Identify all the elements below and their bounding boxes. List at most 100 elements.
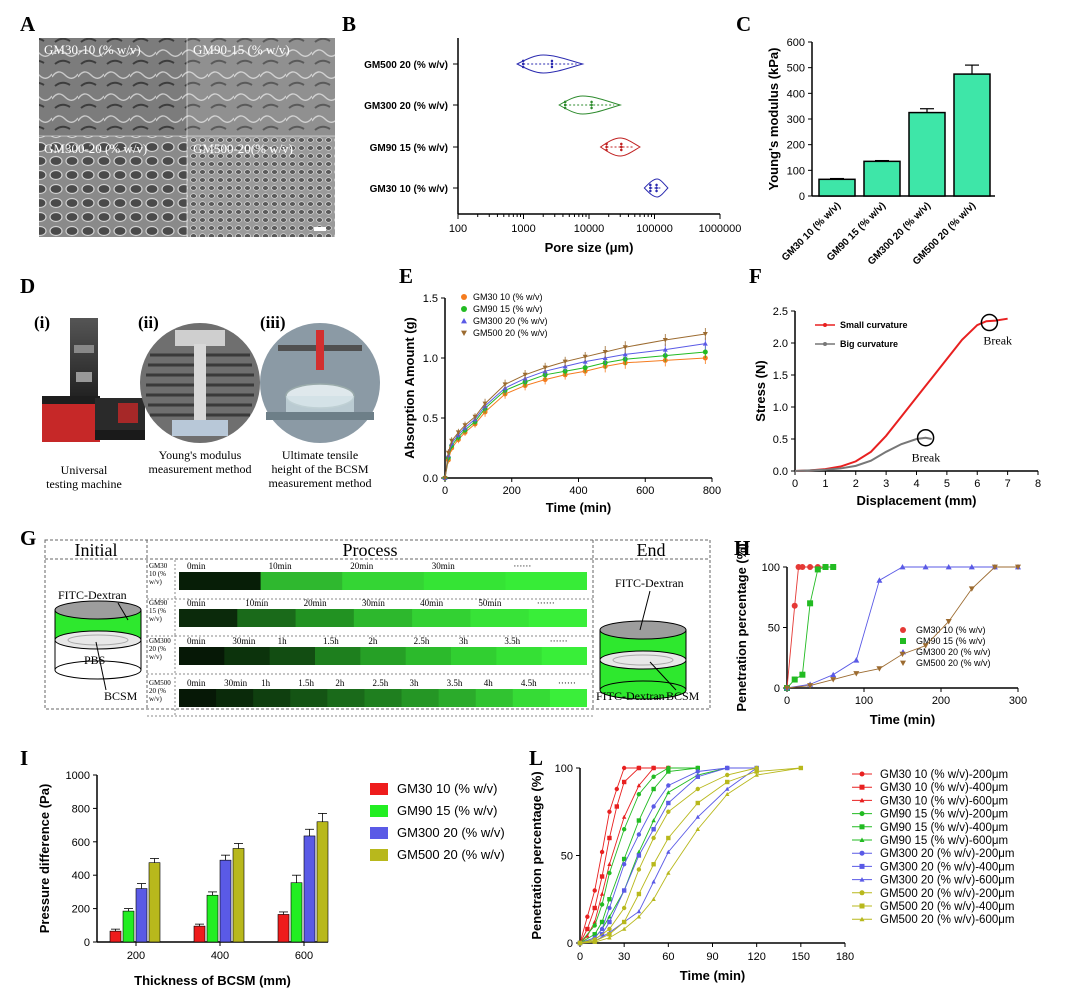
violin-point <box>620 148 623 152</box>
x-axis-title: Time (min) <box>680 968 746 983</box>
violin-point <box>563 106 567 110</box>
x-tick-label: 200 <box>932 695 950 707</box>
y-tick-label: 100 <box>762 562 780 574</box>
panel-a-sem-images: GM30-10 (% w/v) GM90-15 (% w/v) GM300-20… <box>39 38 335 237</box>
y-tick-label: 0 <box>567 938 573 950</box>
data-point <box>562 359 568 365</box>
x-tick-label: 120 <box>747 951 765 963</box>
time-label: 0min <box>187 598 206 608</box>
color-swatch <box>342 572 425 590</box>
violin-point <box>590 106 593 110</box>
time-label: 3.5h <box>447 678 463 688</box>
end-label-fitc-top: FITC-Dextran <box>615 576 684 590</box>
data-point <box>636 909 642 914</box>
data-point <box>807 600 814 607</box>
x-tick-label: 60 <box>662 951 674 963</box>
caption-1-line-2: testing machine <box>46 477 122 491</box>
data-point <box>542 365 548 371</box>
data-point <box>607 897 612 902</box>
row-label: 20 (% <box>149 645 166 653</box>
data-point <box>482 401 488 407</box>
sem-label-gm30: GM30-10 (% w/v) <box>44 42 141 57</box>
series-line <box>444 357 706 479</box>
color-swatch <box>541 647 587 665</box>
legend-label: GM90 15 (% w/v)-200μm <box>880 809 1008 821</box>
legend-label: GM500 20 (% w/v)-200μm <box>880 888 1014 900</box>
legend-marker <box>859 890 865 896</box>
legend-marker <box>900 627 906 633</box>
data-point <box>968 586 975 592</box>
legend-marker <box>859 877 865 882</box>
legend-label: GM90 15 (% w/v) <box>397 803 497 818</box>
row-label: w/v) <box>149 653 163 661</box>
x-tick-label: 100 <box>855 695 873 707</box>
color-swatch <box>423 572 506 590</box>
x-tick-label: 0 <box>784 695 790 707</box>
data-point <box>607 914 612 919</box>
legend-marker <box>900 660 906 666</box>
time-label: 30min <box>362 598 386 608</box>
row-label: 15 (% <box>149 607 166 615</box>
legend-swatch <box>370 849 388 861</box>
data-point <box>522 372 528 378</box>
data-point <box>636 867 642 872</box>
legend-marker <box>859 863 865 869</box>
time-label: ······ <box>537 598 555 608</box>
x-axis-title: Displacement (mm) <box>857 493 977 508</box>
legend-marker <box>859 784 865 790</box>
violin-point <box>521 62 525 66</box>
sem-image-gm30 <box>39 38 187 136</box>
color-swatch <box>179 609 238 627</box>
initial-label-bcsm: BCSM <box>104 689 138 703</box>
color-swatch <box>269 647 316 665</box>
y-tick-label: 50 <box>768 623 780 635</box>
break-label-1: Break <box>983 334 1012 348</box>
violin-point <box>649 183 652 187</box>
data-point <box>666 835 671 841</box>
method-roman-1: (i) <box>34 313 50 332</box>
legend-label: GM30 10 (% w/v) <box>397 781 497 796</box>
x-tick-label: 8 <box>1035 478 1041 490</box>
row-label: GM300 <box>149 637 171 645</box>
data-point <box>725 792 730 797</box>
data-point <box>666 769 671 774</box>
data-point <box>799 671 806 678</box>
y-tick-label: 2.5 <box>773 306 788 318</box>
data-point <box>651 786 656 792</box>
data-point <box>807 683 814 689</box>
violin-point <box>655 186 658 190</box>
color-swatch <box>549 689 587 707</box>
panel-letter-i: I <box>20 746 28 770</box>
y-axis-title: Stress (N) <box>753 360 768 421</box>
data-point <box>651 804 656 809</box>
series-line <box>794 436 932 472</box>
data-point <box>621 814 627 819</box>
series-line <box>786 566 834 689</box>
data-point <box>899 564 906 570</box>
x-axis-title: Time (min) <box>546 500 612 515</box>
break-marker-small <box>980 313 999 332</box>
time-label: ······ <box>558 678 576 688</box>
bar <box>818 178 856 197</box>
legend-marker <box>859 811 865 817</box>
bar <box>277 914 290 943</box>
data-point <box>607 919 612 925</box>
panel-letter-d: D <box>20 274 35 298</box>
data-point <box>585 933 590 938</box>
legend-marker <box>900 638 906 644</box>
data-point <box>695 800 700 806</box>
x-tick-label: 180 <box>836 951 854 963</box>
legend-label: GM30 10 (% w/v)-200μm <box>880 769 1008 781</box>
y-tick-label: 0.0 <box>773 466 788 478</box>
data-point <box>607 935 612 940</box>
data-point <box>636 832 642 837</box>
data-point <box>695 774 700 779</box>
method-roman-3: (iii) <box>260 313 286 332</box>
data-point <box>445 450 451 456</box>
bar <box>863 160 901 197</box>
color-swatch <box>496 647 543 665</box>
y-tick-label: 400 <box>72 870 90 882</box>
data-point <box>592 905 597 911</box>
data-point <box>442 476 448 481</box>
